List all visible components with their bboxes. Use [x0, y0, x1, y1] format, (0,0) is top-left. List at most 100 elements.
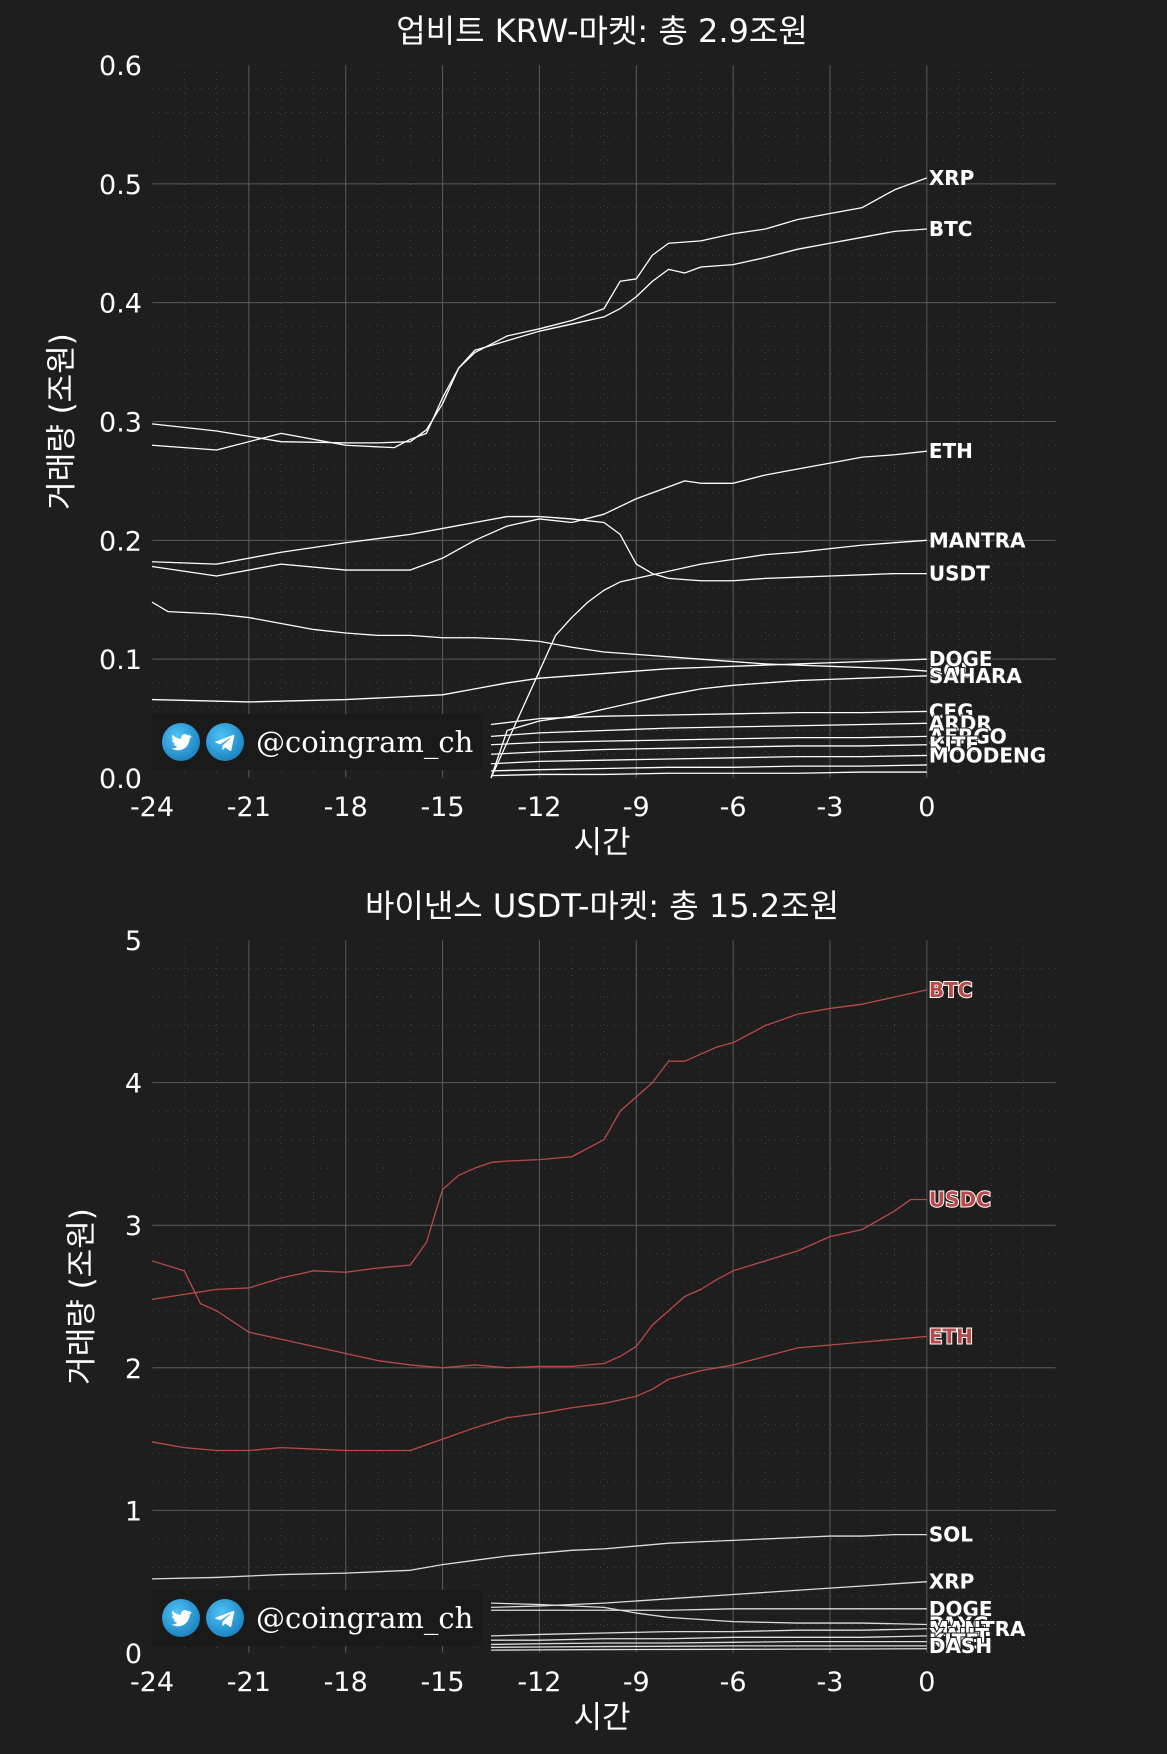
- series-line-usdc: [151, 1198, 927, 1369]
- series-end-label: AERGO: [929, 724, 1007, 748]
- x-tick-label: 0: [918, 792, 935, 823]
- x-tick-label: -9: [623, 1667, 650, 1698]
- series-line-cfg: [490, 710, 927, 726]
- chart-title: 바이낸스 USDT-마켓: 총 15.2조원: [365, 887, 839, 925]
- series-line-kite: [490, 744, 927, 755]
- watermark-bottom: @coingram_ch: [152, 1590, 484, 1646]
- x-tick-label: -6: [720, 792, 747, 823]
- x-tick-label: -6: [720, 1667, 747, 1698]
- x-axis-label: 시간: [573, 1700, 630, 1736]
- series-line-mantra: [490, 1628, 927, 1637]
- series-line-xrp: [151, 177, 928, 444]
- twitter-icon: [162, 723, 200, 761]
- series-end-label: SAHARA: [929, 664, 1023, 688]
- y-axis-label: 거래량 (조원): [44, 333, 80, 510]
- x-tick-label: -15: [421, 792, 465, 823]
- y-tick-label: 0: [125, 1639, 142, 1670]
- series-end-label: BTC: [929, 217, 973, 241]
- series-line-usdt: [151, 515, 927, 582]
- series-line-doge: [151, 658, 927, 703]
- x-tick-label: -18: [324, 1667, 368, 1698]
- x-tick-label: -15: [421, 1667, 465, 1698]
- series-end-label: XAUT: [929, 1624, 990, 1648]
- series-line-eth: [151, 450, 927, 577]
- series-line-paxg: [490, 1602, 927, 1626]
- telegram-icon: [206, 1599, 244, 1637]
- series-line-sol: [151, 601, 927, 672]
- series-end-label: ETH: [929, 1324, 973, 1348]
- axes-frame: [151, 939, 1057, 1654]
- chart-panel-2: -24 -21 -18 -15 -12 -9 -6 -3 0 0 1 2 3 4 5 BTC USDC ETH SO…: [64, 887, 1057, 1736]
- series-end-label: USDC: [929, 1188, 991, 1212]
- x-tick-label: -24: [130, 1667, 174, 1698]
- series-line-sahara: [490, 675, 927, 779]
- series-line: [490, 771, 927, 777]
- series-line-dash: [490, 1645, 927, 1648]
- axes-frame: [151, 64, 1057, 779]
- y-tick-label: 4: [125, 1069, 142, 1100]
- series-line-eth: [151, 1335, 927, 1452]
- series-end-label: MANTRA: [929, 1617, 1026, 1641]
- series-line-btc: [151, 989, 927, 1300]
- series-end-label: DOGE: [929, 1597, 993, 1621]
- x-tick-label: -12: [517, 1667, 561, 1698]
- y-tick-label: 5: [125, 926, 142, 957]
- series-end-label: KITE: [929, 1630, 979, 1654]
- y-tick-label: 2: [125, 1354, 142, 1385]
- chart-panel-1: -24 -21 -18 -15 -12 -9 -6 -3 0 0.0 0.1 0.2 0.3 0.4 0.5…: [44, 12, 1057, 861]
- twitter-icon: [162, 1599, 200, 1637]
- series-end-label: BTC: [929, 978, 973, 1002]
- series-end-label: SOL: [929, 659, 973, 683]
- plot-area: [152, 940, 1056, 1653]
- y-axis-label: 거래량 (조원): [64, 1208, 100, 1385]
- x-tick-label: -18: [324, 792, 368, 823]
- x-tick-label: -3: [817, 792, 844, 823]
- y-tick-label: 3: [125, 1211, 142, 1242]
- series-end-label: XRP: [929, 1570, 974, 1594]
- y-tick-label: 0.5: [99, 170, 142, 201]
- y-tick-label: 0.0: [99, 764, 142, 795]
- watermark-handle: @coingram_ch: [256, 725, 474, 759]
- series-line-doge: [491, 1608, 927, 1611]
- series-line-xaut: [491, 1635, 927, 1641]
- series-line: [490, 764, 927, 772]
- x-tick-label: 0: [918, 1667, 935, 1698]
- series-line-sol: [151, 1533, 927, 1580]
- series-end-label: USDT: [929, 562, 990, 586]
- x-tick-label: -21: [227, 792, 271, 823]
- series-line-moodeng: [490, 754, 927, 765]
- series-end-label: CFG: [929, 699, 974, 723]
- series-line-ardr: [490, 722, 927, 738]
- y-tick-label: 0.2: [99, 526, 142, 557]
- series-end-label: MANTRA: [929, 528, 1026, 552]
- series-line-aergo: [490, 735, 927, 746]
- series-end-label: MOODENG: [929, 743, 1046, 767]
- y-tick-label: 0.6: [99, 51, 142, 82]
- y-tick-label: 0.4: [99, 289, 142, 320]
- y-tick-label: 1: [125, 1496, 142, 1527]
- series-line: [490, 1648, 927, 1651]
- series-line-btc: [151, 228, 927, 451]
- x-tick-label: -12: [517, 792, 561, 823]
- x-tick-label: -3: [817, 1667, 844, 1698]
- series-end-label: DASH: [929, 1634, 992, 1658]
- series-end-label: SOL: [929, 1523, 973, 1547]
- x-tick-label: -21: [227, 1667, 271, 1698]
- telegram-icon: [206, 723, 244, 761]
- x-tick-label: -24: [130, 792, 174, 823]
- y-tick-label: 0.1: [99, 645, 142, 676]
- watermark-handle: @coingram_ch: [256, 1601, 474, 1635]
- series-end-label: PAXG: [929, 1612, 989, 1636]
- chart-title: 업비트 KRW-마켓: 총 2.9조원: [396, 12, 808, 50]
- series-end-label: ETH: [929, 439, 973, 463]
- series-line-mantra: [490, 539, 927, 779]
- series-end-label: KITE: [929, 733, 979, 757]
- series-end-label: ARDR: [929, 711, 992, 735]
- watermark-top: @coingram_ch: [152, 714, 484, 770]
- series-line-kite: [490, 1640, 927, 1646]
- y-tick-label: 0.3: [99, 408, 142, 439]
- series-end-label: XRP: [929, 166, 974, 190]
- x-tick-label: -9: [623, 792, 650, 823]
